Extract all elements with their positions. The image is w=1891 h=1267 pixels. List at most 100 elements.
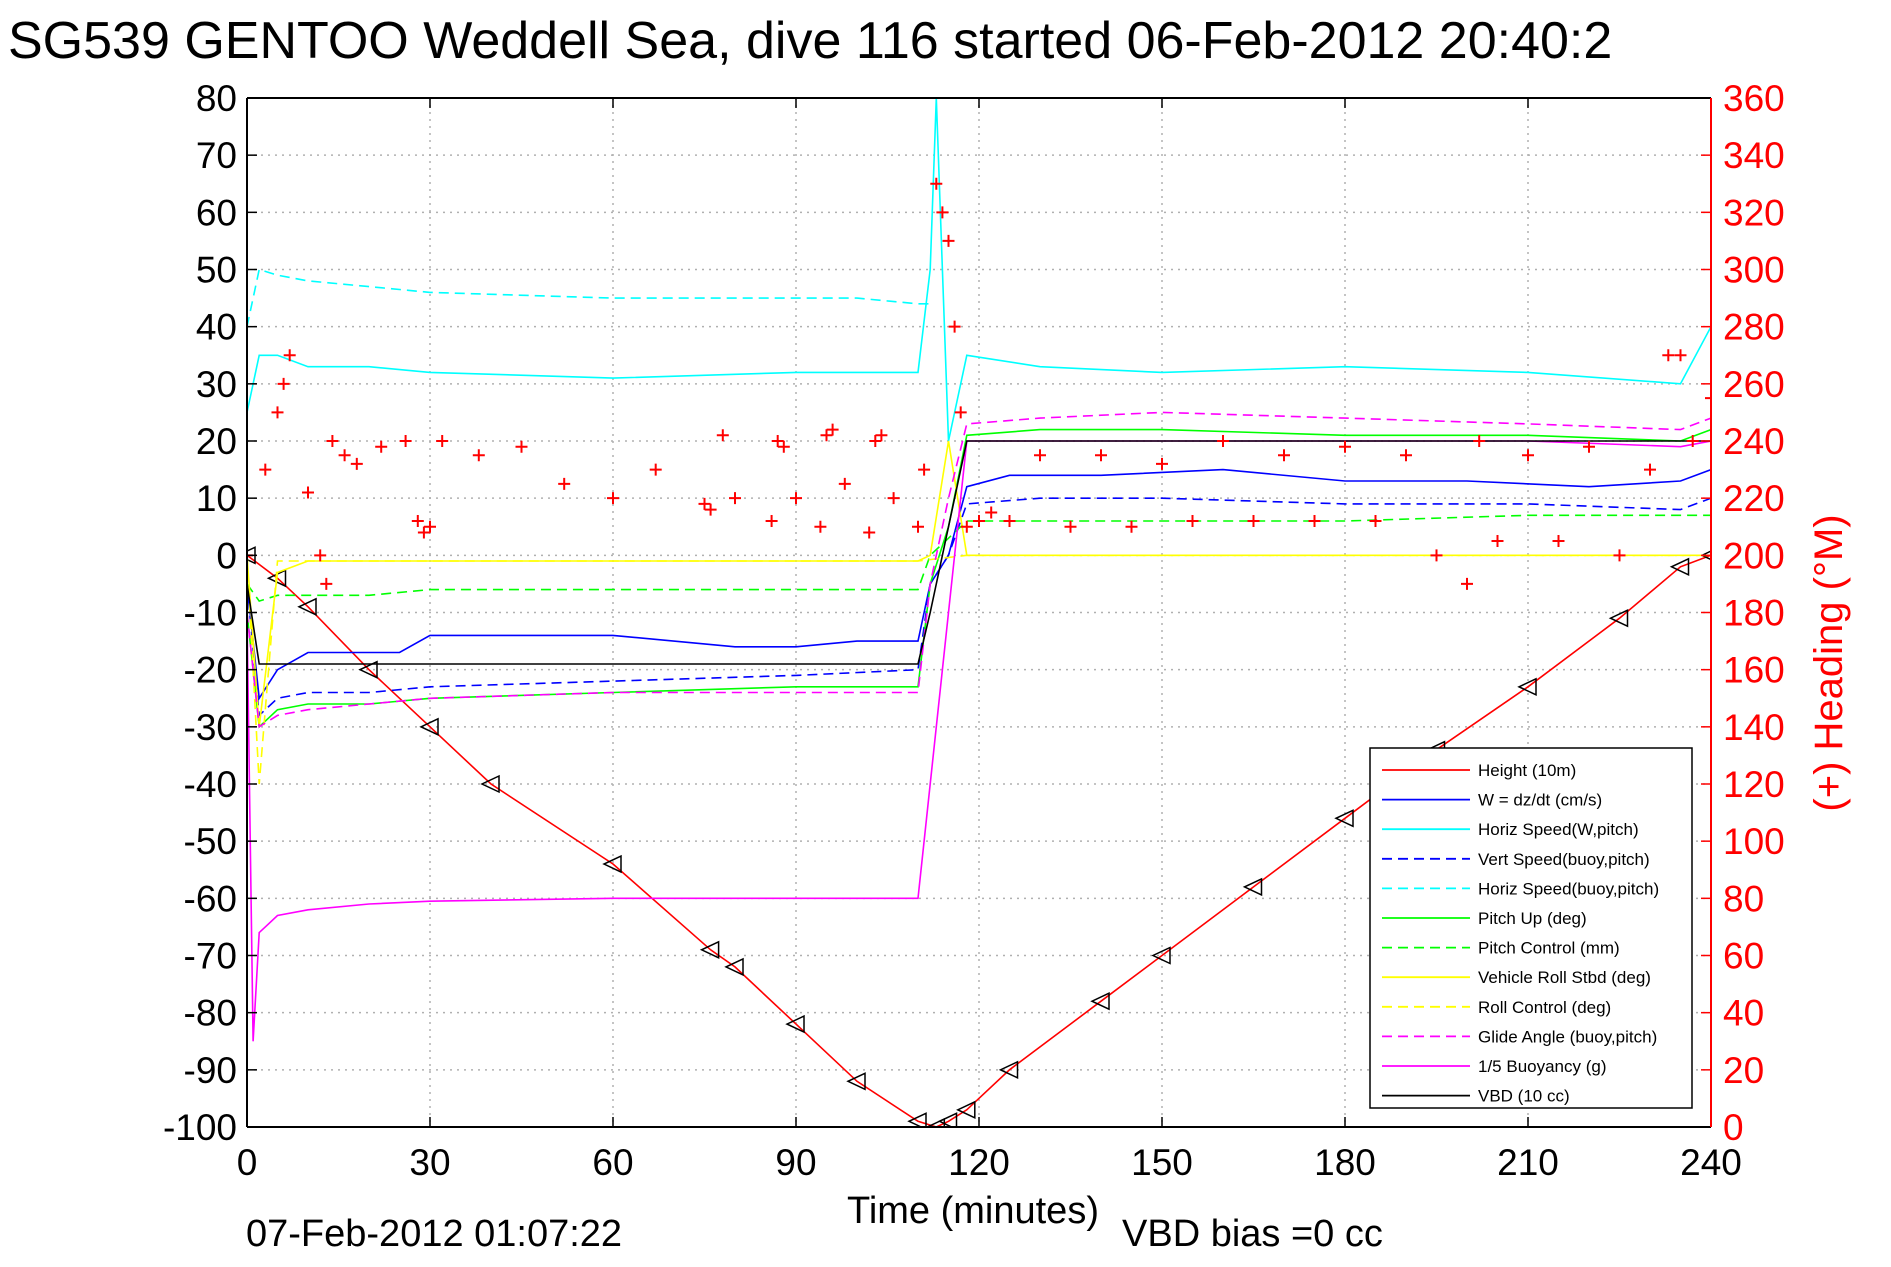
legend-box bbox=[1369, 747, 1693, 1109]
heading-marker bbox=[1552, 535, 1565, 548]
heading-marker bbox=[283, 349, 296, 362]
legend-item: Horiz Speed(W,pitch) bbox=[1382, 820, 1639, 839]
x-tick-label: 90 bbox=[775, 1142, 816, 1183]
series-roll-control-deg bbox=[247, 554, 1711, 785]
height-marker bbox=[602, 854, 622, 874]
heading-marker bbox=[1491, 535, 1504, 548]
heading-marker bbox=[1278, 449, 1290, 462]
heading-marker bbox=[259, 463, 272, 476]
legend-label: Horiz Speed(W,pitch) bbox=[1478, 820, 1639, 839]
y2-tick-label: 180 bbox=[1723, 593, 1785, 634]
height-marker bbox=[358, 660, 378, 679]
heading-marker bbox=[729, 492, 741, 505]
heading-marker bbox=[1686, 435, 1699, 447]
y-tick-label: 20 bbox=[196, 421, 237, 462]
heading-marker bbox=[838, 477, 851, 490]
line-roll-control-deg bbox=[247, 554, 1711, 785]
legend-item: Pitch Up (deg) bbox=[1382, 909, 1587, 928]
heading-marker bbox=[777, 440, 790, 453]
series-horiz-speed-buoy-pitch bbox=[247, 268, 931, 327]
line-w-dz-dt-cm-s bbox=[247, 468, 1711, 701]
heading-marker bbox=[1034, 449, 1046, 462]
heading-marker bbox=[472, 449, 485, 462]
legend-item: VBD (10 cc) bbox=[1382, 1087, 1570, 1106]
heading-marker bbox=[1662, 349, 1675, 362]
height-marker bbox=[1090, 992, 1110, 1011]
height-marker bbox=[419, 717, 439, 737]
heading-marker bbox=[1583, 440, 1595, 453]
heading-marker bbox=[1644, 463, 1656, 476]
heading-marker bbox=[887, 492, 900, 505]
heading-marker bbox=[985, 506, 998, 519]
y2-tick-label: 80 bbox=[1723, 878, 1764, 919]
heading-marker bbox=[515, 440, 528, 453]
x-axis-label: Time (minutes) bbox=[847, 1190, 1099, 1232]
heading-marker bbox=[1095, 449, 1107, 462]
y-tick-label: -20 bbox=[184, 650, 237, 691]
x-tick-label: 240 bbox=[1680, 1142, 1742, 1183]
x-tick-label: 60 bbox=[592, 1142, 633, 1183]
legend-item: Horiz Speed(buoy,pitch) bbox=[1382, 879, 1659, 898]
heading-marker bbox=[875, 429, 888, 442]
y2-tick-label: 260 bbox=[1723, 364, 1785, 405]
legend-item: Vert Speed(buoy,pitch) bbox=[1382, 850, 1650, 869]
y2-tick-label: 20 bbox=[1723, 1050, 1764, 1091]
x-tick-label: 30 bbox=[409, 1142, 450, 1183]
y2-tick-label: 340 bbox=[1723, 135, 1785, 176]
height-marker bbox=[785, 1014, 805, 1034]
y-tick-label: -70 bbox=[184, 936, 237, 977]
y-tick-label: -40 bbox=[184, 764, 237, 805]
legend-label: Vert Speed(buoy,pitch) bbox=[1478, 850, 1650, 869]
height-marker bbox=[297, 597, 317, 616]
legend-label: 1/5 Buoyancy (g) bbox=[1478, 1057, 1607, 1076]
heading-marker bbox=[765, 515, 778, 528]
heading-marker bbox=[338, 449, 351, 462]
y2-tick-label: 280 bbox=[1723, 307, 1785, 348]
height-marker bbox=[937, 1112, 958, 1127]
heading-marker bbox=[704, 503, 717, 516]
heading-marker bbox=[314, 549, 327, 562]
height-marker bbox=[907, 1112, 927, 1127]
y-tick-label: 60 bbox=[196, 192, 237, 233]
heading-marker bbox=[1522, 449, 1534, 462]
y2-tick-label: 200 bbox=[1723, 535, 1785, 576]
heading-marker bbox=[1064, 520, 1077, 533]
legend-label: Height (10m) bbox=[1478, 761, 1576, 780]
y2-tick-label: 140 bbox=[1723, 707, 1785, 748]
y2-tick-label: 120 bbox=[1723, 764, 1785, 805]
heading-marker bbox=[1339, 440, 1351, 453]
y2-tick-label: 360 bbox=[1723, 78, 1785, 119]
y-tick-label: 30 bbox=[196, 364, 237, 405]
series-horiz-speed-w-pitch bbox=[247, 98, 1711, 442]
heading-marker bbox=[960, 520, 973, 533]
axes-layer: 0 30 60 90 120 150 180 210 24080706050403020100-… bbox=[163, 78, 1785, 1183]
height-marker bbox=[480, 774, 500, 794]
line-horiz-speed-w-pitch bbox=[247, 98, 1711, 442]
heading-marker bbox=[1217, 435, 1229, 447]
height-marker bbox=[1334, 809, 1354, 828]
heading-marker bbox=[863, 526, 876, 539]
heading-marker bbox=[942, 234, 955, 247]
heading-marker bbox=[436, 435, 449, 447]
chart-title: SG539 GENTOO Weddell Sea, dive 116 start… bbox=[8, 12, 1612, 70]
heading-marker bbox=[771, 435, 784, 447]
x-tick-label: 120 bbox=[948, 1142, 1010, 1183]
heading-marker bbox=[820, 429, 833, 442]
footer-timestamp: 07-Feb-2012 01:07:22 bbox=[246, 1213, 622, 1255]
legend-item: Glide Angle (buoy,pitch) bbox=[1382, 1027, 1657, 1046]
height-marker bbox=[1151, 946, 1171, 965]
legend-label: Vehicle Roll Stbd (deg) bbox=[1478, 968, 1651, 987]
heading-marker bbox=[1369, 515, 1382, 528]
series-vert-speed-buoy-pitch bbox=[247, 497, 1711, 718]
heading-marker bbox=[869, 435, 882, 447]
heading-marker bbox=[936, 206, 949, 219]
legend-label: Pitch Up (deg) bbox=[1478, 909, 1587, 928]
y-tick-label: -90 bbox=[184, 1050, 237, 1091]
heading-marker bbox=[424, 520, 436, 533]
y2-tick-label: 100 bbox=[1723, 821, 1785, 862]
height-marker bbox=[1517, 677, 1537, 696]
heading-marker bbox=[954, 406, 967, 419]
heading-marker bbox=[930, 177, 943, 190]
